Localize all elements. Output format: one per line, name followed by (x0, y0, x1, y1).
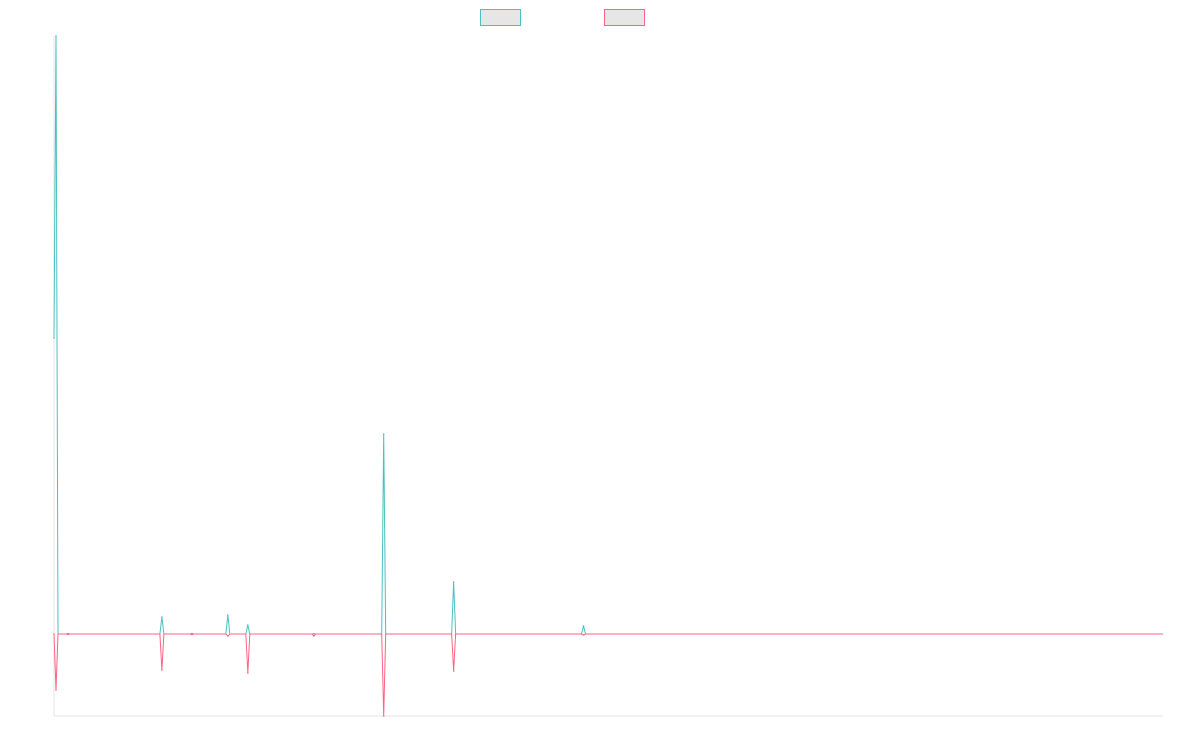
series-2-point-7[interactable] (247, 672, 249, 674)
series-2-point-9[interactable] (382, 715, 385, 717)
legend (480, 9, 645, 26)
series-2-point-4[interactable] (161, 669, 163, 671)
series-1-point-10[interactable] (452, 581, 455, 583)
series-2-point-10[interactable] (452, 670, 455, 672)
series-1-point-9[interactable] (382, 433, 385, 435)
legend-swatch-2[interactable] (604, 9, 645, 26)
series-2-point-2[interactable] (55, 689, 57, 691)
series-1-point-1[interactable] (53, 337, 55, 339)
legend-swatch-1[interactable] (480, 9, 521, 26)
series-1-point-11[interactable] (582, 625, 585, 627)
series-2-point-8[interactable] (312, 635, 315, 637)
series-1-point-8[interactable] (312, 632, 315, 635)
series-layer (53, 35, 1163, 717)
series-2-point-6[interactable] (227, 635, 229, 637)
series-1-point-4[interactable] (161, 616, 163, 618)
series-2-point-1[interactable] (53, 633, 55, 635)
series-1-point-6[interactable] (227, 614, 229, 616)
series-2-point-11[interactable] (582, 634, 585, 636)
series-2-point-5[interactable] (191, 633, 193, 636)
series-1-point-7[interactable] (247, 624, 249, 626)
series-line-1 (53, 35, 1163, 635)
series-1-point-2[interactable] (55, 35, 57, 37)
series-2-point-3[interactable] (67, 633, 69, 636)
series-line-2 (53, 633, 1163, 717)
